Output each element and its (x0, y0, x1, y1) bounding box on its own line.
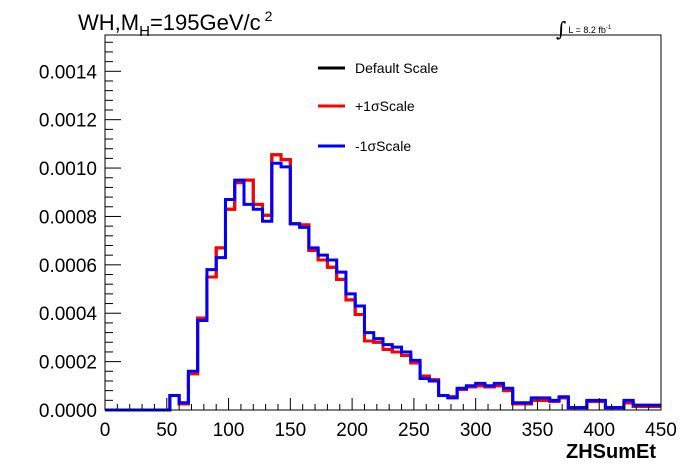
title-superscript: 2 (264, 8, 273, 24)
plot-frame (104, 34, 662, 411)
x-tick-label: 450 (645, 420, 677, 441)
x-tick-label: 100 (213, 420, 245, 441)
x-tick-label: 200 (336, 420, 368, 441)
x-tick-label: 250 (398, 420, 430, 441)
legend-label: +1σScale (355, 98, 415, 114)
x-tick-label: 150 (274, 420, 306, 441)
y-tick-label: 0.0006 (39, 256, 97, 277)
luminosity-exponent: -1 (605, 25, 612, 31)
y-tick-label: 0.0012 (39, 111, 97, 132)
y-tick-label: 0.0010 (39, 159, 97, 180)
luminosity-text: L = 8.2 fb (568, 25, 606, 35)
series-line-2 (105, 161, 661, 412)
x-tick-label: 350 (522, 420, 554, 441)
legend-label: Default Scale (355, 60, 438, 76)
title-main: WH,M (78, 10, 140, 35)
plot-title: WH,MH=195GeV/c 2 (78, 8, 272, 40)
y-tick-label: 0.0008 (39, 207, 97, 228)
y-tick-label: 0.0014 (39, 62, 98, 83)
legend-entry-2: -1σScale (318, 138, 411, 154)
y-tick-label: 0.0004 (39, 304, 98, 325)
luminosity-label: ∫ L = 8.2 fb-1 (556, 14, 612, 41)
x-tick-label: 50 (156, 420, 177, 441)
x-axis-title: ZHSumEt (566, 441, 656, 463)
y-tick-label: 0.0002 (39, 353, 97, 374)
legend-label: -1σScale (355, 138, 411, 154)
x-tick-label: 400 (583, 420, 615, 441)
title-subscript: H (139, 23, 150, 40)
integral-symbol: ∫ (556, 17, 567, 41)
y-tick-label: 0.0000 (39, 401, 97, 422)
x-tick-label: 0 (100, 420, 111, 441)
title-value: =195GeV/c (149, 10, 261, 35)
legend-entry-1: +1σScale (318, 98, 415, 114)
legend-entry-0: Default Scale (318, 60, 438, 76)
x-tick-label: 300 (460, 420, 492, 441)
